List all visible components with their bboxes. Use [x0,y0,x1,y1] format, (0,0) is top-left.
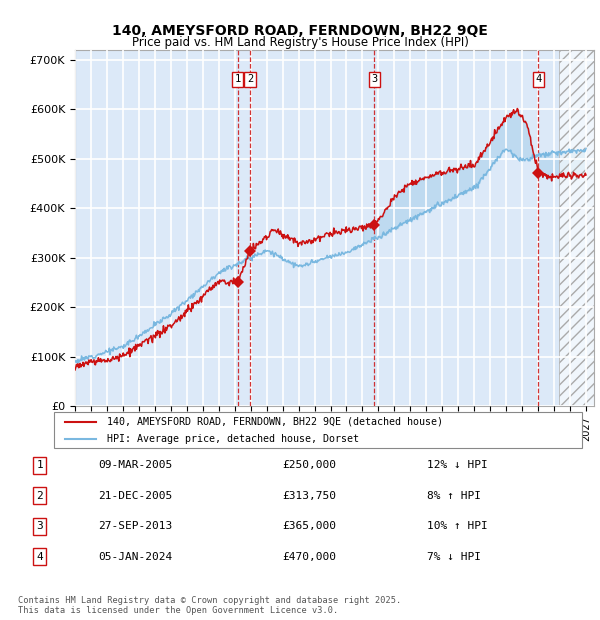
Text: 2: 2 [36,491,43,501]
Text: £470,000: £470,000 [283,552,337,562]
Text: 1: 1 [235,74,241,84]
Text: HPI: Average price, detached house, Dorset: HPI: Average price, detached house, Dors… [107,433,359,444]
Text: 3: 3 [371,74,377,84]
Text: 10% ↑ HPI: 10% ↑ HPI [427,521,487,531]
Text: 12% ↓ HPI: 12% ↓ HPI [427,460,487,471]
Text: Contains HM Land Registry data © Crown copyright and database right 2025.
This d: Contains HM Land Registry data © Crown c… [18,596,401,615]
Text: £250,000: £250,000 [283,460,337,471]
Bar [559,50,594,406]
Text: 4: 4 [535,74,542,84]
Text: 7% ↓ HPI: 7% ↓ HPI [427,552,481,562]
Text: 2: 2 [247,74,253,84]
Text: 05-JAN-2024: 05-JAN-2024 [98,552,173,562]
Text: 27-SEP-2013: 27-SEP-2013 [98,521,173,531]
Text: 140, AMEYSFORD ROAD, FERNDOWN, BH22 9QE (detached house): 140, AMEYSFORD ROAD, FERNDOWN, BH22 9QE … [107,417,443,427]
Text: 140, AMEYSFORD ROAD, FERNDOWN, BH22 9QE: 140, AMEYSFORD ROAD, FERNDOWN, BH22 9QE [112,24,488,38]
Text: 4: 4 [36,552,43,562]
Text: £365,000: £365,000 [283,521,337,531]
Text: 21-DEC-2005: 21-DEC-2005 [98,491,173,501]
Text: 8% ↑ HPI: 8% ↑ HPI [427,491,481,501]
Text: 1: 1 [36,460,43,471]
Text: 09-MAR-2005: 09-MAR-2005 [98,460,173,471]
Text: £313,750: £313,750 [283,491,337,501]
FancyBboxPatch shape [54,412,582,448]
Text: Price paid vs. HM Land Registry's House Price Index (HPI): Price paid vs. HM Land Registry's House … [131,36,469,49]
Text: 3: 3 [36,521,43,531]
Bar [559,50,594,406]
